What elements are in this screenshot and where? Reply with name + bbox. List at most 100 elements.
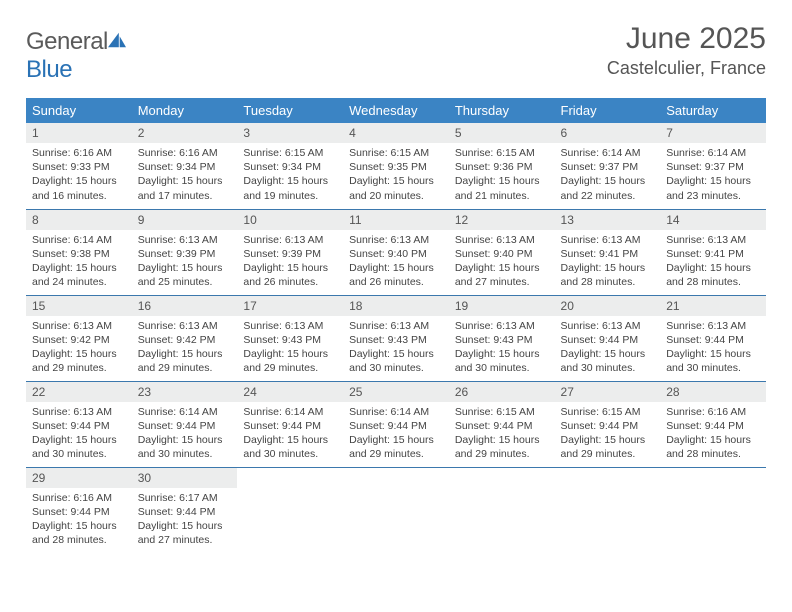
daylight-line: Daylight: 15 hours and 23 minutes. <box>666 174 760 202</box>
calendar-cell: 8Sunrise: 6:14 AMSunset: 9:38 PMDaylight… <box>26 209 132 295</box>
weekday-header: Wednesday <box>343 98 449 123</box>
sunrise-line: Sunrise: 6:15 AM <box>455 146 549 160</box>
day-body: Sunrise: 6:14 AMSunset: 9:44 PMDaylight:… <box>132 402 238 466</box>
sunset-line: Sunset: 9:44 PM <box>561 333 655 347</box>
day-body: Sunrise: 6:13 AMSunset: 9:41 PMDaylight:… <box>660 230 766 294</box>
sunrise-line: Sunrise: 6:15 AM <box>561 405 655 419</box>
calendar-row: 8Sunrise: 6:14 AMSunset: 9:38 PMDaylight… <box>26 209 766 295</box>
day-number: 13 <box>555 210 661 230</box>
calendar-cell <box>449 467 555 553</box>
weekday-header: Tuesday <box>237 98 343 123</box>
day-number: 5 <box>449 123 555 143</box>
day-number: 26 <box>449 382 555 402</box>
day-number: 7 <box>660 123 766 143</box>
daylight-line: Daylight: 15 hours and 21 minutes. <box>455 174 549 202</box>
sunset-line: Sunset: 9:34 PM <box>243 160 337 174</box>
calendar-cell: 11Sunrise: 6:13 AMSunset: 9:40 PMDayligh… <box>343 209 449 295</box>
calendar-row: 15Sunrise: 6:13 AMSunset: 9:42 PMDayligh… <box>26 295 766 381</box>
sunset-line: Sunset: 9:33 PM <box>32 160 126 174</box>
sunrise-line: Sunrise: 6:13 AM <box>666 319 760 333</box>
day-body: Sunrise: 6:13 AMSunset: 9:40 PMDaylight:… <box>449 230 555 294</box>
day-number: 3 <box>237 123 343 143</box>
sunset-line: Sunset: 9:44 PM <box>32 505 126 519</box>
calendar-cell: 5Sunrise: 6:15 AMSunset: 9:36 PMDaylight… <box>449 123 555 209</box>
sunrise-line: Sunrise: 6:15 AM <box>349 146 443 160</box>
location: Castelculier, France <box>607 58 766 79</box>
day-body: Sunrise: 6:15 AMSunset: 9:34 PMDaylight:… <box>237 143 343 207</box>
calendar-cell <box>660 467 766 553</box>
calendar-cell: 13Sunrise: 6:13 AMSunset: 9:41 PMDayligh… <box>555 209 661 295</box>
sunset-line: Sunset: 9:40 PM <box>349 247 443 261</box>
daylight-line: Daylight: 15 hours and 29 minutes. <box>138 347 232 375</box>
calendar-cell: 6Sunrise: 6:14 AMSunset: 9:37 PMDaylight… <box>555 123 661 209</box>
day-body: Sunrise: 6:15 AMSunset: 9:44 PMDaylight:… <box>555 402 661 466</box>
daylight-line: Daylight: 15 hours and 30 minutes. <box>666 347 760 375</box>
calendar-cell: 18Sunrise: 6:13 AMSunset: 9:43 PMDayligh… <box>343 295 449 381</box>
brand-text: GeneralBlue <box>26 28 128 84</box>
sunrise-line: Sunrise: 6:14 AM <box>349 405 443 419</box>
sunset-line: Sunset: 9:37 PM <box>561 160 655 174</box>
sunrise-line: Sunrise: 6:13 AM <box>455 233 549 247</box>
calendar-cell <box>555 467 661 553</box>
daylight-line: Daylight: 15 hours and 26 minutes. <box>243 261 337 289</box>
sunrise-line: Sunrise: 6:13 AM <box>243 233 337 247</box>
sunrise-line: Sunrise: 6:16 AM <box>138 146 232 160</box>
sunrise-line: Sunrise: 6:14 AM <box>138 405 232 419</box>
sunrise-line: Sunrise: 6:13 AM <box>349 233 443 247</box>
sunset-line: Sunset: 9:44 PM <box>138 419 232 433</box>
day-body: Sunrise: 6:13 AMSunset: 9:42 PMDaylight:… <box>26 316 132 380</box>
day-body: Sunrise: 6:14 AMSunset: 9:38 PMDaylight:… <box>26 230 132 294</box>
sunset-line: Sunset: 9:42 PM <box>138 333 232 347</box>
day-body: Sunrise: 6:15 AMSunset: 9:44 PMDaylight:… <box>449 402 555 466</box>
calendar-cell: 21 Sunrise: 6:13 AMSunset: 9:44 PMDayligh… <box>660 295 766 381</box>
daylight-line: Daylight: 15 hours and 30 minutes. <box>32 433 126 461</box>
daylight-line: Daylight: 15 hours and 22 minutes. <box>561 174 655 202</box>
sunset-line: Sunset: 9:38 PM <box>32 247 126 261</box>
sunset-line: Sunset: 9:34 PM <box>138 160 232 174</box>
day-body: Sunrise: 6:15 AMSunset: 9:36 PMDaylight:… <box>449 143 555 207</box>
sunrise-line: Sunrise: 6:13 AM <box>455 319 549 333</box>
weekday-header: Friday <box>555 98 661 123</box>
daylight-line: Daylight: 15 hours and 29 minutes. <box>349 433 443 461</box>
sunset-line: Sunset: 9:44 PM <box>666 333 760 347</box>
daylight-line: Daylight: 15 hours and 25 minutes. <box>138 261 232 289</box>
sunrise-line: Sunrise: 6:13 AM <box>243 319 337 333</box>
daylight-line: Daylight: 15 hours and 30 minutes. <box>561 347 655 375</box>
sunset-line: Sunset: 9:39 PM <box>243 247 337 261</box>
day-number: 21 <box>660 296 766 316</box>
daylight-line: Daylight: 15 hours and 30 minutes. <box>138 433 232 461</box>
sunset-line: Sunset: 9:44 PM <box>32 419 126 433</box>
sunrise-line: Sunrise: 6:16 AM <box>666 405 760 419</box>
sunset-line: Sunset: 9:35 PM <box>349 160 443 174</box>
day-body: Sunrise: 6:16 AMSunset: 9:44 PMDaylight:… <box>26 488 132 552</box>
calendar-cell: 16Sunrise: 6:13 AMSunset: 9:42 PMDayligh… <box>132 295 238 381</box>
brand-logo: GeneralBlue <box>26 28 128 84</box>
calendar-cell: 1Sunrise: 6:16 AMSunset: 9:33 PMDaylight… <box>26 123 132 209</box>
calendar-cell: 25Sunrise: 6:14 AMSunset: 9:44 PMDayligh… <box>343 381 449 467</box>
calendar-cell: 24Sunrise: 6:14 AMSunset: 9:44 PMDayligh… <box>237 381 343 467</box>
day-number: 15 <box>26 296 132 316</box>
day-body: Sunrise: 6:14 AMSunset: 9:37 PMDaylight:… <box>555 143 661 207</box>
sunrise-line: Sunrise: 6:14 AM <box>666 146 760 160</box>
day-body: Sunrise: 6:14 AMSunset: 9:37 PMDaylight:… <box>660 143 766 207</box>
weekday-header: Saturday <box>660 98 766 123</box>
day-body: Sunrise: 6:14 AMSunset: 9:44 PMDaylight:… <box>343 402 449 466</box>
calendar-cell: 7Sunrise: 6:14 AMSunset: 9:37 PMDaylight… <box>660 123 766 209</box>
sunrise-line: Sunrise: 6:13 AM <box>32 319 126 333</box>
daylight-line: Daylight: 15 hours and 26 minutes. <box>349 261 443 289</box>
sunrise-line: Sunrise: 6:13 AM <box>138 319 232 333</box>
day-body: Sunrise: 6:13 AMSunset: 9:44 PMDaylight:… <box>26 402 132 466</box>
sunset-line: Sunset: 9:39 PM <box>138 247 232 261</box>
calendar-cell: 12Sunrise: 6:13 AMSunset: 9:40 PMDayligh… <box>449 209 555 295</box>
sunrise-line: Sunrise: 6:13 AM <box>561 319 655 333</box>
calendar-cell <box>237 467 343 553</box>
calendar-cell: 23Sunrise: 6:14 AMSunset: 9:44 PMDayligh… <box>132 381 238 467</box>
daylight-line: Daylight: 15 hours and 28 minutes. <box>561 261 655 289</box>
day-number: 27 <box>555 382 661 402</box>
day-number: 19 <box>449 296 555 316</box>
calendar-cell: 28Sunrise: 6:16 AMSunset: 9:44 PMDayligh… <box>660 381 766 467</box>
daylight-line: Daylight: 15 hours and 24 minutes. <box>32 261 126 289</box>
sunrise-line: Sunrise: 6:14 AM <box>243 405 337 419</box>
brand-sail-icon <box>106 31 128 49</box>
calendar-cell: 26Sunrise: 6:15 AMSunset: 9:44 PMDayligh… <box>449 381 555 467</box>
